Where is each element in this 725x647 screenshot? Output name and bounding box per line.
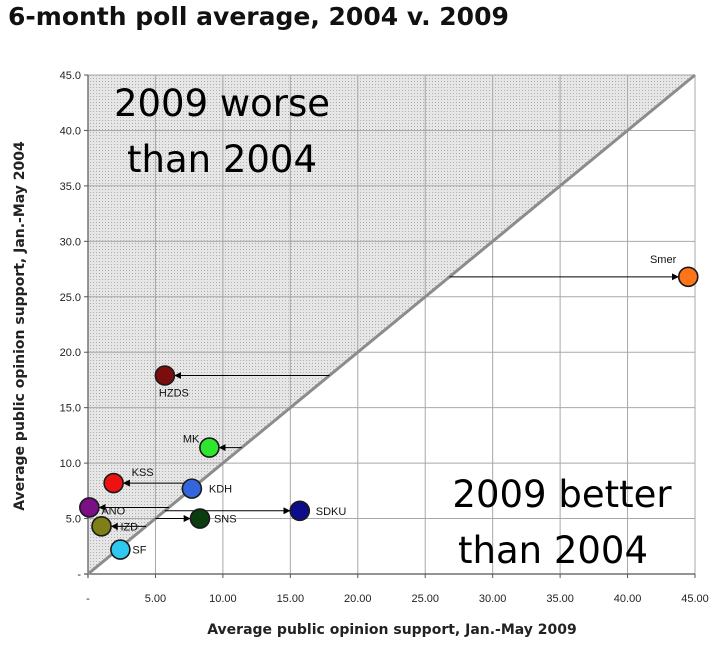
- point-label-sf: SF: [132, 545, 146, 557]
- y-tick-label: 5.0: [66, 514, 81, 526]
- x-tick-label: 40.00: [614, 593, 642, 605]
- y-axis-title: Average public opinion support, Jan.-May…: [12, 141, 28, 511]
- x-tick-label: 20.00: [344, 593, 372, 605]
- x-tick-label: -: [86, 593, 90, 605]
- y-tick-label: 35.0: [60, 181, 81, 193]
- y-tick-label: 25.0: [60, 292, 81, 304]
- point-label-mk: MK: [183, 434, 200, 446]
- point-mk[interactable]: [200, 438, 219, 457]
- y-tick-label: -: [77, 569, 81, 581]
- point-hzd[interactable]: [92, 517, 111, 536]
- point-label-smer: Smer: [650, 254, 677, 266]
- x-tick-label: 35.00: [546, 593, 574, 605]
- point-ano[interactable]: [80, 498, 99, 517]
- x-axis-title: Average public opinion support, Jan.-May…: [207, 622, 577, 638]
- region-label-better: than 2004: [458, 529, 648, 572]
- region-label-worse: than 2004: [127, 138, 317, 181]
- point-sf[interactable]: [111, 540, 130, 559]
- x-tick-label: 30.00: [479, 593, 507, 605]
- point-sns[interactable]: [190, 509, 209, 528]
- point-label-ano: ANO: [101, 505, 125, 517]
- region-label-better: 2009 better: [452, 473, 672, 516]
- region-label-worse: 2009 worse: [114, 82, 330, 125]
- x-tick-label: 25.00: [411, 593, 439, 605]
- point-label-hzd: HZD: [115, 521, 138, 533]
- point-label-kdh: KDH: [209, 484, 232, 496]
- point-kss[interactable]: [104, 474, 123, 493]
- point-label-sdku: SDKU: [316, 506, 347, 518]
- x-tick-label: 15.00: [277, 593, 305, 605]
- point-label-kss: KSS: [132, 467, 154, 479]
- point-sdku[interactable]: [290, 501, 309, 520]
- y-tick-label: 20.0: [60, 347, 81, 359]
- y-tick-label: 45.0: [60, 70, 81, 82]
- point-kdh[interactable]: [182, 479, 201, 498]
- point-smer[interactable]: [679, 267, 698, 286]
- x-tick-label: 45.00: [681, 593, 709, 605]
- x-tick-label: 10.00: [209, 593, 237, 605]
- y-tick-label: 10.0: [60, 458, 81, 470]
- y-tick-label: 30.0: [60, 236, 81, 248]
- point-label-hzds: HZDS: [159, 388, 189, 400]
- point-label-sns: SNS: [214, 514, 237, 526]
- y-tick-label: 15.0: [60, 403, 81, 415]
- y-tick-label: 40.0: [60, 125, 81, 137]
- point-hzds[interactable]: [155, 366, 174, 385]
- x-tick-label: 5.00: [145, 593, 166, 605]
